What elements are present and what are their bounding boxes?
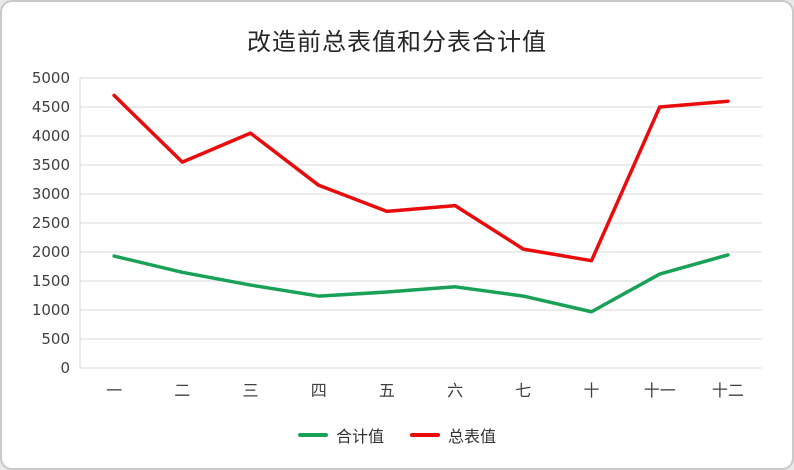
x-axis-tick-label: 七 xyxy=(515,381,531,400)
y-axis-tick-label: 3500 xyxy=(32,156,70,174)
x-axis-tick-label: 三 xyxy=(242,381,258,400)
y-axis-tick-label: 1500 xyxy=(32,272,70,290)
legend-line-swatch xyxy=(297,433,328,437)
y-axis-tick-label: 4500 xyxy=(32,98,70,116)
y-axis-tick-label: 2000 xyxy=(32,243,70,261)
y-axis-tick-label: 500 xyxy=(41,330,70,348)
legend-item-1: 总表值 xyxy=(410,423,496,447)
x-axis-tick-label: 一 xyxy=(106,381,122,400)
y-axis-tick-label: 1000 xyxy=(32,301,70,319)
x-axis-tick-label: 四 xyxy=(311,381,327,400)
chart-title: 改造前总表值和分表合计值 xyxy=(247,28,547,56)
series-line-0 xyxy=(112,253,730,314)
line-chart-plot-area: 0 500 1000 1500 2000 2500 3000 3500 4000 4500 5000… xyxy=(32,69,762,400)
y-axis-tick-label: 0 xyxy=(60,359,70,377)
y-axis-tick-label: 5000 xyxy=(32,69,70,87)
x-axis-tick-label: 十二 xyxy=(712,381,744,400)
x-axis-tick-label: 六 xyxy=(447,381,463,400)
legend-item-0: 合计值 xyxy=(297,423,384,447)
chart-legend: 合计值 总表值 xyxy=(2,418,792,452)
x-axis-tick-label: 二 xyxy=(174,381,190,400)
legend-label: 合计值 xyxy=(335,427,384,446)
x-axis-tick-label: 十 xyxy=(583,381,599,400)
x-axis-tick-label: 十一 xyxy=(644,381,676,400)
y-axis-tick-label: 2500 xyxy=(32,214,70,232)
x-axis-tick-label: 五 xyxy=(379,381,395,400)
y-axis-tick-label: 3000 xyxy=(32,185,70,203)
legend-label: 总表值 xyxy=(448,427,497,446)
y-axis-tick-label: 4000 xyxy=(32,127,70,145)
legend-line-swatch xyxy=(410,433,440,437)
series-line-1 xyxy=(112,93,730,263)
